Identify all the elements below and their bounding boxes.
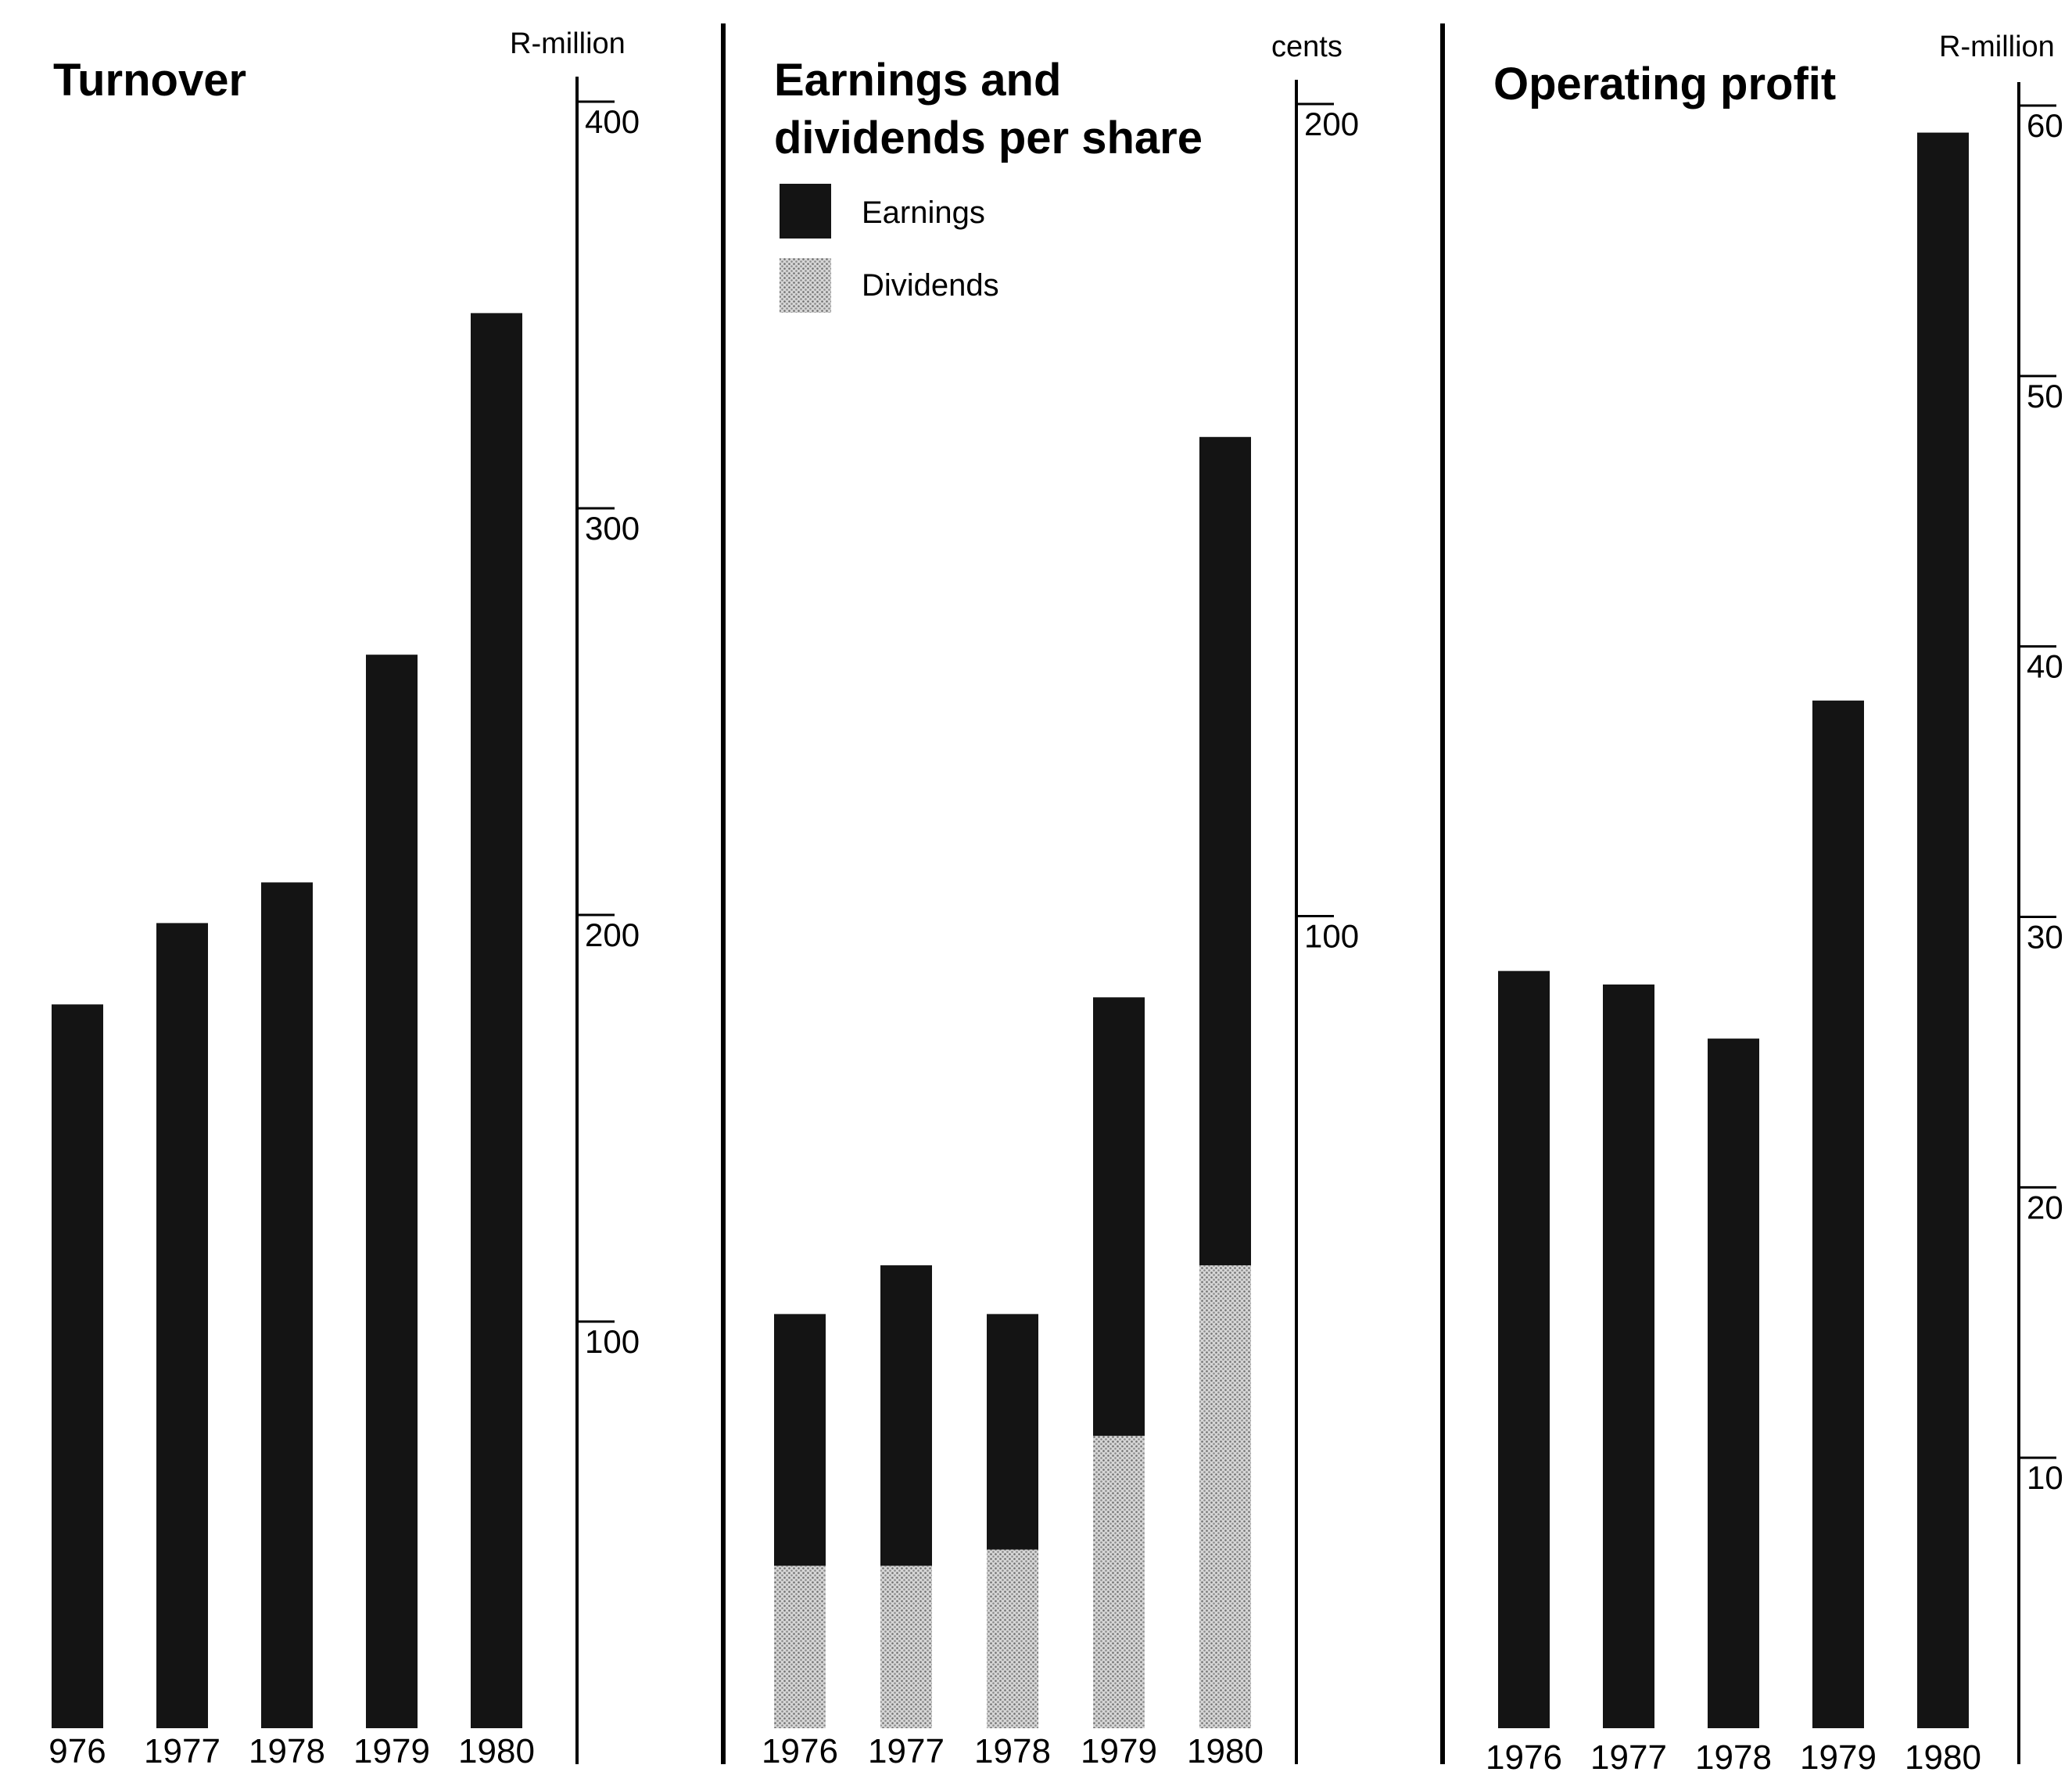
eps-title: Earnings and dividends per share	[774, 55, 1203, 163]
turnover-bar	[156, 923, 208, 1728]
eps-bar-dividends	[987, 1549, 1038, 1728]
eps-bar-earnings	[880, 1265, 932, 1566]
profit-x-label: 1979	[1800, 1738, 1877, 1772]
eps-x-label: 1976	[762, 1732, 838, 1770]
turnover-tick-label: 200	[585, 916, 640, 953]
eps-legend: Earnings Dividends	[780, 184, 999, 313]
legend-swatch-earnings	[780, 184, 831, 239]
eps-tick-label: 100	[1304, 918, 1359, 955]
turnover-bar	[471, 313, 522, 1728]
turnover-bar	[261, 882, 313, 1728]
eps-bar-dividends	[1093, 1436, 1145, 1728]
legend-label-dividends: Dividends	[862, 268, 999, 303]
eps-bar-dividends	[880, 1566, 932, 1728]
legend-label-earnings: Earnings	[862, 195, 985, 230]
turnover-tick-label: 100	[585, 1323, 640, 1360]
turnover-bars	[52, 313, 522, 1729]
turnover-unit-label: R-million	[510, 27, 626, 60]
eps-y-ticks: 100 200	[1296, 102, 1359, 955]
profit-tick-label: 10	[2027, 1459, 2063, 1496]
profit-x-label: 1976	[1486, 1738, 1562, 1772]
eps-x-label: 1977	[868, 1732, 945, 1770]
turnover-tick-label: 300	[585, 510, 640, 547]
profit-x-label: 1978	[1695, 1738, 1772, 1772]
eps-title-line-2: dividends per share	[774, 113, 1203, 163]
profit-tick-label: 20	[2027, 1189, 2063, 1225]
profit-tick-label: 50	[2027, 378, 2063, 414]
turnover-tick-label: 400	[585, 103, 640, 140]
profit-panel: Operating profit R-million 102030405060 …	[1486, 30, 2063, 1772]
profit-x-label: 1980	[1905, 1738, 1981, 1772]
profit-tick-label: 30	[2027, 919, 2063, 956]
eps-bar-earnings	[987, 1314, 1038, 1550]
turnover-bar	[52, 1004, 103, 1728]
eps-bar-earnings	[1093, 997, 1145, 1437]
eps-x-label: 1980	[1187, 1732, 1264, 1770]
turnover-bar	[366, 655, 418, 1729]
turnover-x-label: 1978	[249, 1732, 325, 1770]
profit-unit-label: R-million	[1939, 30, 2055, 63]
turnover-y-ticks: 100 200 300 400	[577, 100, 640, 1360]
profit-y-ticks: 10 20 30 40 50 60	[2019, 104, 2063, 1496]
eps-x-label: 1979	[1081, 1732, 1157, 1770]
legend-swatch-dividends	[780, 258, 831, 313]
profit-bars	[1498, 132, 1969, 1729]
eps-bars	[774, 436, 1251, 1728]
eps-unit-label: cents	[1271, 30, 1342, 63]
turnover-x-label: 1979	[353, 1732, 430, 1770]
eps-bar-earnings	[1199, 436, 1251, 1266]
turnover-x-label: 1980	[458, 1732, 535, 1770]
turnover-title: Turnover	[53, 55, 246, 106]
eps-x-labels: 1976 1977 1978 1979 1980	[762, 1732, 1264, 1770]
profit-bar	[1708, 1038, 1759, 1728]
profit-tick-label: 60	[2027, 107, 2063, 144]
profit-bar	[1812, 700, 1864, 1729]
eps-bar-dividends	[774, 1566, 826, 1728]
profit-title: Operating profit	[1493, 59, 1836, 109]
turnover-x-label: 976	[48, 1732, 106, 1770]
turnover-x-labels: 976 1977 1978 1979 1980	[48, 1732, 535, 1770]
eps-title-line-1: Earnings and	[774, 55, 1061, 106]
eps-bar-dividends	[1199, 1265, 1251, 1728]
profit-bar	[1498, 970, 1550, 1728]
eps-tick-label: 200	[1304, 106, 1359, 142]
profit-x-label: 1977	[1590, 1738, 1667, 1772]
profit-x-labels: 1976 1977 1978 1979 1980	[1486, 1738, 1981, 1772]
profit-tick-label: 40	[2027, 648, 2063, 685]
eps-x-label: 1978	[974, 1732, 1051, 1770]
profit-bar	[1917, 132, 1969, 1728]
eps-panel: Earnings and dividends per share cents 1…	[762, 30, 1359, 1770]
turnover-x-label: 1977	[144, 1732, 220, 1770]
eps-bar-earnings	[774, 1314, 826, 1566]
turnover-panel: Turnover R-million 100 200 300 400 976 1977 1…	[48, 27, 640, 1770]
profit-bar	[1603, 984, 1654, 1728]
